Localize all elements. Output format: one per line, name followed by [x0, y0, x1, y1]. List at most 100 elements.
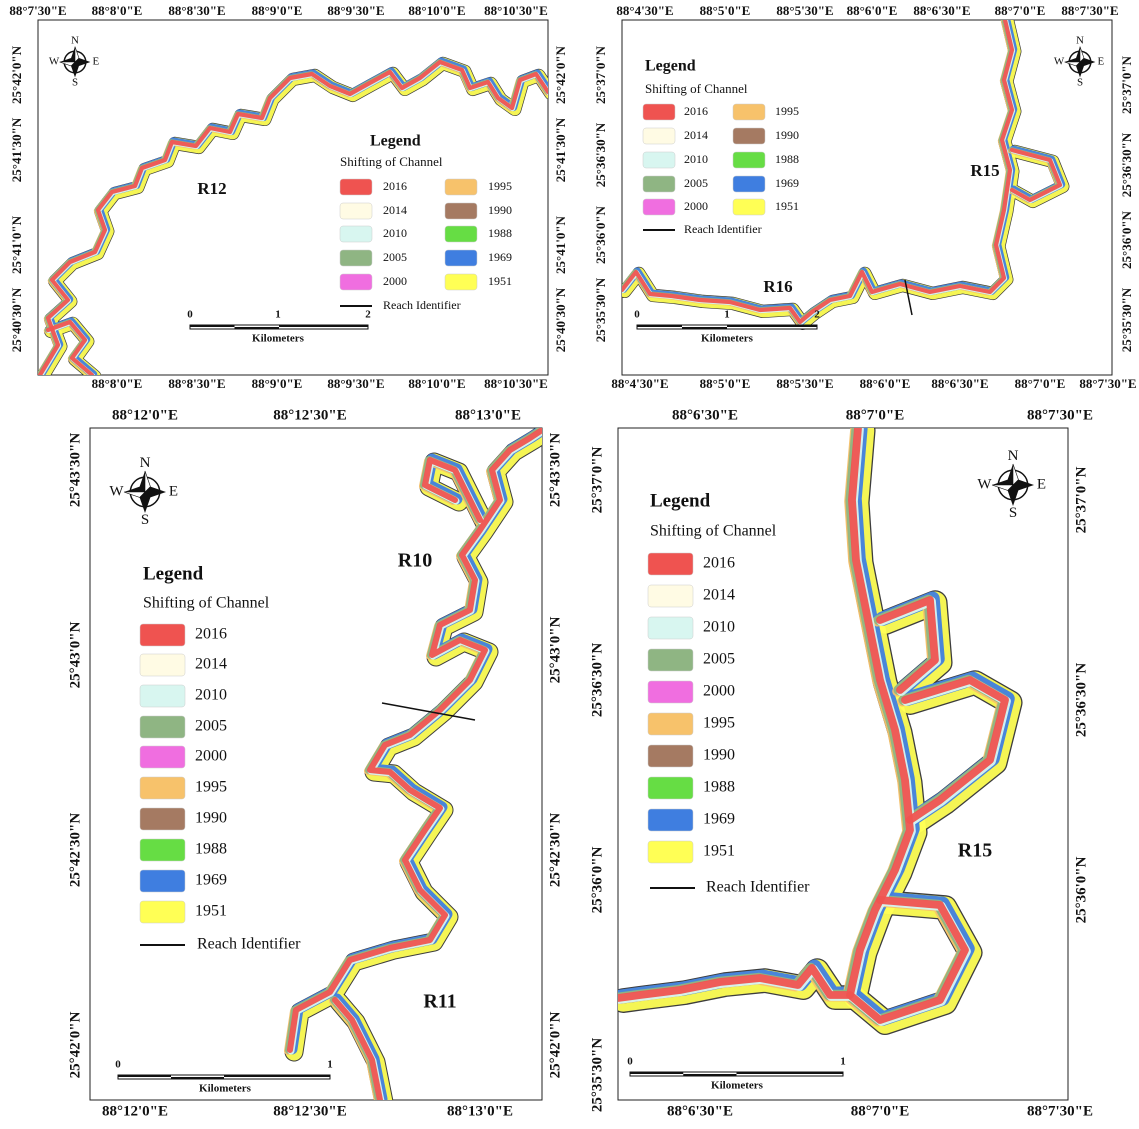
left-coordinate-label: 25°43'30"N	[67, 433, 83, 507]
bottom-coordinate-label: 88°13'0"E	[447, 1103, 513, 1119]
north-arrow: N S E W	[109, 455, 178, 528]
bottom-coordinate-label: 88°10'0"E	[408, 376, 465, 391]
compass-star-inner	[991, 463, 1019, 491]
legend-label: 2005	[684, 176, 708, 190]
right-coordinate-label: 25°41'0"N	[553, 215, 568, 274]
legend-label: 2005	[703, 651, 735, 668]
top-coordinate-label: 88°6'30"E	[672, 407, 738, 423]
map-panel: 88°4'30"E 88°5'0"E 88°5'30"E 88°6'0"E 88°6'3…	[593, 3, 1137, 391]
legend-swatch	[647, 552, 694, 576]
legend-swatch	[139, 869, 186, 893]
legend-label: 1951	[775, 199, 799, 213]
north-arrow: N S E W	[977, 448, 1046, 521]
river-layer	[284, 428, 542, 1100]
right-coordinate-label: 25°36'0"N	[1119, 210, 1134, 269]
top-coordinate-label: 88°7'30"E	[1027, 407, 1093, 423]
left-coordinate-label: 25°35'30"N	[589, 1038, 605, 1112]
legend-swatch	[139, 653, 186, 677]
legend-subtitle: Shifting of Channel	[645, 81, 748, 96]
scale-tick-label: 0	[187, 309, 193, 321]
scale-bar-segment	[224, 1075, 330, 1077]
left-coordinate-label: 25°36'30"N	[589, 643, 605, 717]
bottom-coordinate-label: 88°7'0"E	[851, 1103, 910, 1119]
bottom-coordinate-label: 88°5'0"E	[700, 376, 751, 391]
legend-label: 2016	[703, 555, 735, 572]
left-coordinate-label: 25°36'30"N	[593, 122, 608, 187]
scale-tick-label: 1	[275, 309, 281, 321]
left-coordinate-label: 25°42'0"N	[67, 1011, 83, 1078]
legend-label: 1969	[488, 250, 512, 264]
legend-subtitle: Shifting of Channel	[143, 595, 270, 612]
legend-label: 2010	[195, 687, 227, 704]
legend-label: 2014	[195, 656, 227, 673]
top-coordinate-label: 88°12'0"E	[112, 407, 178, 423]
top-coordinate-label: 88°10'0"E	[408, 3, 465, 18]
legend-label: 1951	[488, 274, 512, 288]
bottom-coordinate-label: 88°4'30"E	[611, 376, 668, 391]
legend-label: 2000	[684, 199, 708, 213]
reach-identifier-line	[381, 702, 476, 721]
legend-label: 1988	[775, 152, 799, 166]
scale-tick-label: 2	[365, 309, 371, 321]
legend-label: 1969	[703, 811, 735, 828]
legend-swatch	[647, 744, 694, 768]
compass-star-inner	[123, 470, 151, 498]
legend-label: 1988	[703, 779, 735, 796]
legend-subtitle: Shifting of Channel	[650, 523, 777, 540]
legend-swatch	[444, 178, 478, 196]
top-coordinate-label: 88°9'0"E	[252, 3, 303, 18]
river-channel	[1009, 147, 1063, 203]
legend-swatch	[139, 745, 186, 769]
compass-n: N	[1076, 35, 1084, 47]
compass-w: W	[109, 483, 124, 499]
legend-label: 2016	[383, 179, 407, 193]
legend-label: 2000	[703, 683, 735, 700]
compass-e: E	[1037, 476, 1046, 492]
top-coordinate-label: 88°7'30"E	[9, 3, 66, 18]
legend-label: 1951	[195, 903, 227, 920]
top-coordinate-label: 88°8'0"E	[92, 3, 143, 18]
legend-swatch	[642, 151, 676, 169]
legend-swatch	[444, 249, 478, 267]
top-coordinate-label: 88°5'0"E	[700, 3, 751, 18]
bottom-coordinate-label: 88°9'0"E	[252, 376, 303, 391]
compass-n: N	[140, 455, 151, 471]
river-channel	[876, 596, 939, 694]
legend-subtitle: Shifting of Channel	[340, 154, 443, 169]
bottom-coordinate-label: 88°8'30"E	[168, 376, 225, 391]
compass-s: S	[141, 512, 149, 528]
scale-bar-segment	[234, 327, 279, 329]
legend-swatch	[139, 715, 186, 739]
reach-label: R15	[970, 161, 999, 180]
river-channel	[45, 319, 95, 375]
legend-reach-label: Reach Identifier	[684, 222, 762, 236]
top-coordinate-label: 88°7'30"E	[1061, 3, 1118, 18]
legend-swatch	[642, 103, 676, 121]
river-channel	[622, 20, 1015, 325]
left-coordinate-label: 25°36'0"N	[593, 205, 608, 264]
right-coordinate-label: 25°36'0"N	[1073, 856, 1089, 923]
scale-tick-label: 0	[627, 1056, 633, 1068]
bottom-coordinate-label: 88°5'30"E	[776, 376, 833, 391]
legend-swatch	[139, 900, 186, 924]
legend-swatch	[339, 273, 373, 291]
legend-swatch	[732, 103, 766, 121]
bottom-coordinate-label: 88°12'0"E	[102, 1103, 168, 1119]
compass-s: S	[72, 76, 78, 88]
river-channel	[38, 59, 548, 375]
compass-w: W	[49, 56, 60, 68]
compass-s: S	[1009, 505, 1017, 521]
bottom-coordinate-label: 88°7'0"E	[1015, 376, 1066, 391]
map-panel: 88°6'30"E 88°7'0"E 88°7'30"E 88°6'30"E 88°7'…	[589, 407, 1093, 1119]
legend-swatch	[339, 178, 373, 196]
scale-tick-label: 1	[724, 309, 730, 321]
right-coordinate-label: 25°41'30"N	[553, 117, 568, 182]
legend-label: 2000	[195, 748, 227, 765]
scale-unit: Kilometers	[711, 1080, 764, 1092]
left-coordinate-label: 25°40'30"N	[9, 287, 24, 352]
legend-label: 2016	[684, 104, 708, 118]
river-channel	[332, 997, 383, 1100]
reach-label: R10	[398, 550, 432, 572]
compass-e: E	[169, 483, 178, 499]
